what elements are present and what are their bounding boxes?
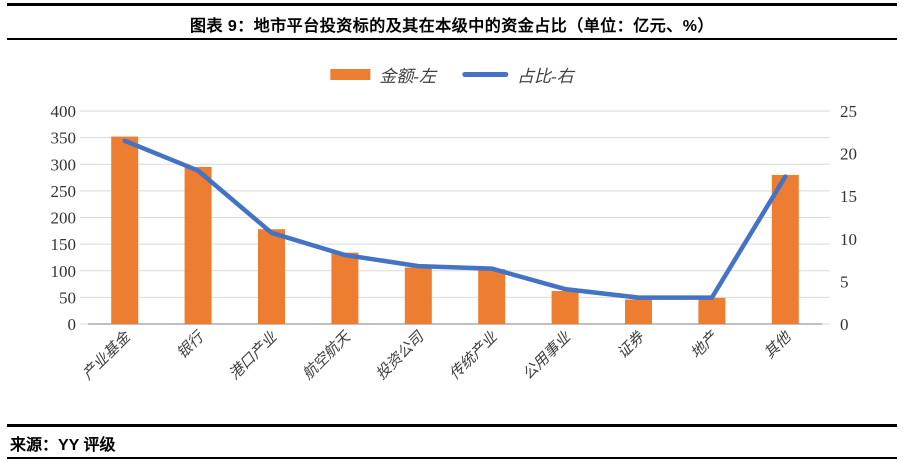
- bar: [331, 252, 359, 324]
- left-axis-label: 250: [51, 182, 77, 201]
- right-axis-label: 25: [840, 102, 857, 121]
- x-axis-label: 航空航天: [299, 327, 355, 383]
- bar: [551, 290, 579, 324]
- right-axis-label: 20: [840, 145, 857, 164]
- right-axis-label: 15: [840, 187, 857, 206]
- bar: [404, 267, 432, 324]
- chart-legend: 金额-左 占比-右: [330, 62, 574, 87]
- footer-bottom-rule: [7, 457, 897, 459]
- bar: [111, 136, 139, 324]
- right-axis-label: 0: [840, 315, 849, 334]
- bar: [625, 299, 652, 324]
- x-axis-label: 港口产业: [226, 328, 281, 383]
- x-axis-label: 其他: [761, 327, 796, 362]
- left-axis-label: 400: [51, 102, 77, 121]
- header-top-rule: [7, 3, 897, 6]
- x-axis-label: 地产: [687, 327, 722, 362]
- x-axis-label: 公用事业: [519, 328, 574, 383]
- legend-item-amount: 金额-左: [330, 62, 436, 87]
- line-series-swatch-icon: [462, 72, 508, 77]
- legend-item-ratio: 占比-右: [462, 62, 574, 87]
- x-axis-label: 产业基金: [79, 327, 135, 383]
- header-bottom-rule: [7, 38, 897, 40]
- x-axis-label: 银行: [174, 327, 209, 362]
- bar: [258, 229, 285, 324]
- source-label: 来源：YY 评级: [10, 437, 116, 454]
- legend-label-ratio: 占比-右: [517, 67, 574, 86]
- bar: [698, 297, 726, 324]
- x-axis-label: 投资公司: [373, 327, 429, 383]
- x-axis-label: 证券: [614, 328, 648, 362]
- x-axis-label: 传统产业: [446, 328, 501, 383]
- left-axis-label: 350: [51, 129, 77, 148]
- footer-divider: [7, 424, 897, 427]
- left-axis-label: 150: [51, 235, 77, 254]
- right-axis-label: 5: [840, 272, 849, 291]
- right-axis-label: 10: [840, 230, 857, 249]
- left-axis-label: 0: [68, 315, 77, 334]
- left-axis-label: 200: [51, 209, 77, 228]
- left-axis-label: 50: [59, 288, 76, 307]
- bar: [184, 166, 212, 324]
- chart-title: 图表 9：地市平台投资标的及其在本级中的资金占比（单位：亿元、%）: [189, 18, 715, 35]
- bar: [478, 269, 506, 324]
- left-axis-label: 100: [51, 262, 77, 281]
- legend-label-amount: 金额-左: [379, 67, 436, 86]
- bar: [771, 174, 799, 324]
- bar-series-swatch-icon: [330, 69, 371, 80]
- left-axis-label: 300: [51, 155, 77, 174]
- ratio-line: [122, 138, 788, 300]
